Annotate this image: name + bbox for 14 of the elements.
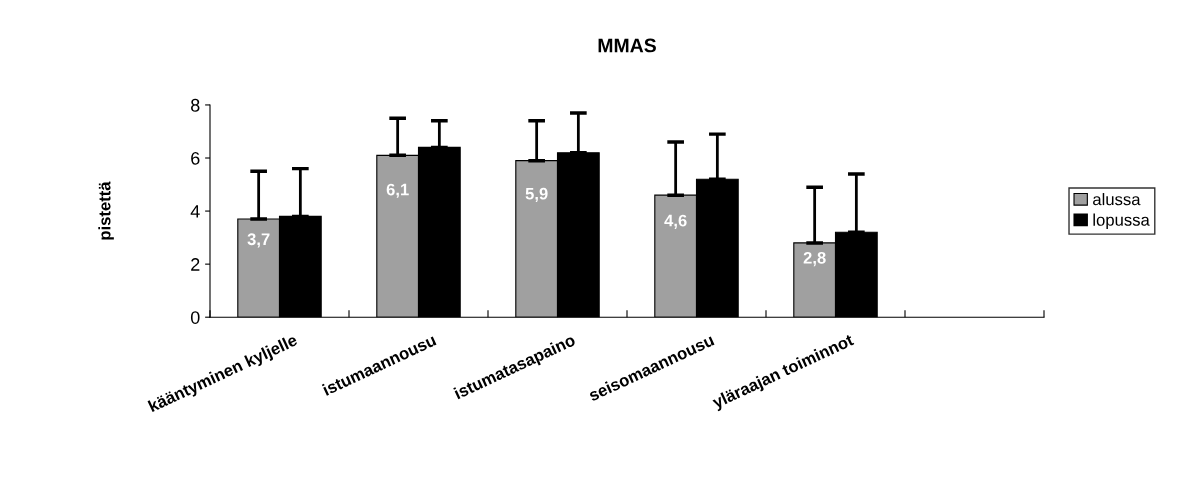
- legend-label: lopussa: [1093, 213, 1150, 230]
- data-label: 3,7: [247, 233, 270, 248]
- y-tick-label: 6: [191, 151, 200, 165]
- data-label: 5,9: [525, 187, 548, 202]
- y-axis-title: pistettä: [98, 181, 114, 240]
- legend-label: alussa: [1093, 193, 1141, 206]
- y-tick-label: 2: [191, 258, 200, 271]
- chart-title: MMAS: [598, 38, 656, 53]
- y-tick-label: 0: [190, 311, 200, 324]
- data-label: 2,8: [803, 251, 826, 267]
- data-label: 6,1: [386, 183, 409, 198]
- y-tick-label: 4: [190, 205, 200, 218]
- data-label: 4,6: [664, 214, 687, 229]
- y-tick-label: 8: [191, 98, 200, 112]
